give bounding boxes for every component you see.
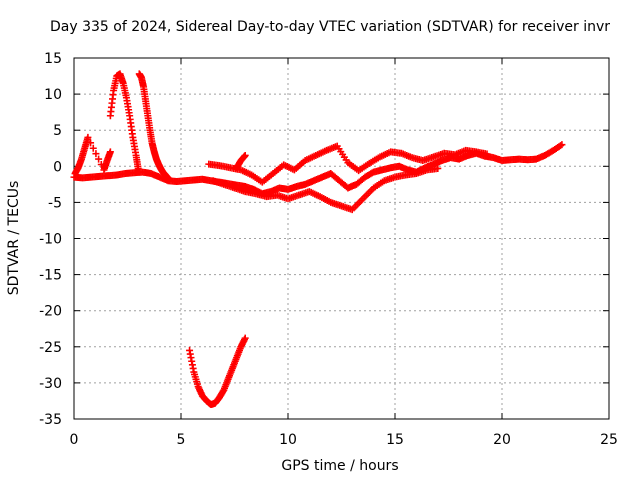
series-lower-band bbox=[209, 164, 442, 214]
y-tick-label: 0 bbox=[53, 159, 62, 175]
x-tick-label: 20 bbox=[493, 432, 511, 448]
y-tick-label: 10 bbox=[44, 87, 62, 103]
y-tick-label: -20 bbox=[39, 304, 62, 320]
y-axis-label: SDTVAR / TECUs bbox=[6, 181, 22, 296]
data-marks bbox=[70, 70, 566, 409]
series-early-rise bbox=[71, 133, 114, 178]
y-tick-label: -15 bbox=[39, 268, 62, 284]
data-point bbox=[89, 144, 97, 152]
data-point bbox=[95, 155, 103, 163]
x-tick-labels: 0 5 10 15 20 25 bbox=[70, 432, 618, 448]
y-tick-label: 5 bbox=[53, 123, 62, 139]
data-point bbox=[556, 142, 564, 150]
x-tick-label: 15 bbox=[386, 432, 404, 448]
axis-ticks bbox=[73, 57, 610, 420]
y-tick-labels: -35 -30 -25 -20 -15 -10 -5 0 5 10 15 bbox=[39, 51, 62, 428]
data-point bbox=[241, 151, 249, 159]
x-tick-label: 0 bbox=[70, 432, 79, 448]
series-negative-arc bbox=[186, 334, 249, 409]
series-upper-band bbox=[205, 142, 491, 186]
y-tick-label: -10 bbox=[39, 232, 62, 248]
data-point bbox=[558, 141, 566, 149]
grid bbox=[74, 58, 609, 419]
x-tick-label: 5 bbox=[177, 432, 186, 448]
x-tick-label: 25 bbox=[600, 432, 618, 448]
data-point bbox=[434, 164, 442, 172]
y-tick-label: 15 bbox=[44, 51, 62, 67]
data-point bbox=[134, 164, 142, 172]
data-point bbox=[87, 139, 95, 147]
series-spike bbox=[233, 151, 249, 172]
y-tick-label: -25 bbox=[39, 340, 62, 356]
x-tick-label: 10 bbox=[279, 432, 297, 448]
data-point bbox=[483, 150, 491, 158]
y-tick-label: -5 bbox=[48, 195, 62, 211]
data-point bbox=[92, 150, 100, 158]
series-arc-1 bbox=[106, 70, 142, 172]
y-tick-label: -35 bbox=[39, 412, 62, 428]
series-arc-2 bbox=[135, 70, 173, 183]
data-point bbox=[84, 133, 92, 141]
x-axis-label: GPS time / hours bbox=[281, 458, 398, 474]
y-tick-label: -30 bbox=[39, 376, 62, 392]
chart-title: Day 335 of 2024, Sidereal Day-to-day VTE… bbox=[50, 19, 610, 35]
data-point bbox=[106, 148, 114, 156]
series-baseline bbox=[70, 141, 566, 198]
data-point bbox=[241, 334, 249, 342]
data-point bbox=[165, 175, 173, 183]
